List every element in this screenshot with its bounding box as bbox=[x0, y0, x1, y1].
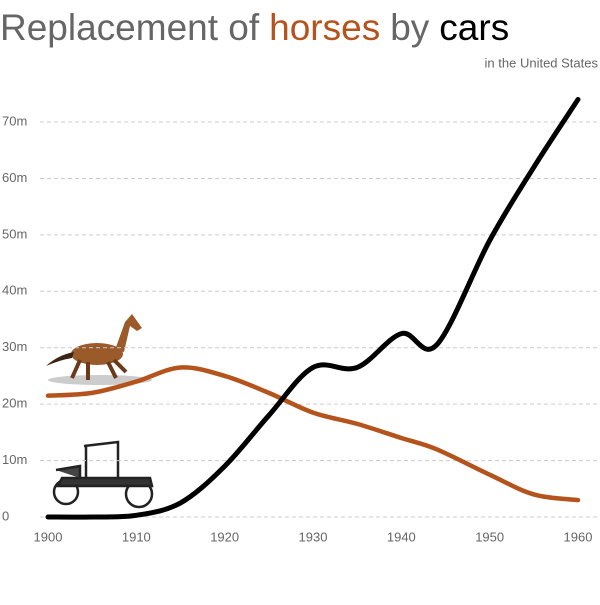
chart-subtitle: in the United States bbox=[485, 55, 599, 70]
series-line bbox=[45, 96, 581, 520]
x-tick-label: 1910 bbox=[122, 529, 151, 544]
y-tick-label: 70m bbox=[2, 113, 27, 128]
title-part: cars bbox=[439, 7, 509, 48]
y-tick-label: 0 bbox=[2, 508, 9, 523]
chart-title: Replacement of horses by cars bbox=[0, 7, 509, 48]
y-tick-label: 40m bbox=[2, 283, 27, 298]
car-icon bbox=[52, 440, 154, 509]
y-tick-label: 50m bbox=[2, 226, 27, 241]
x-tick-label: 1930 bbox=[299, 529, 328, 544]
y-tick-label: 20m bbox=[2, 396, 27, 411]
x-tick-label: 1950 bbox=[475, 529, 504, 544]
x-tick-label: 1920 bbox=[210, 529, 239, 544]
x-tick-label: 1940 bbox=[387, 529, 416, 544]
x-tick-label: 1900 bbox=[34, 529, 63, 544]
x-tick-label: 1960 bbox=[564, 529, 593, 544]
title-part: horses bbox=[269, 7, 380, 48]
series-line bbox=[45, 365, 581, 503]
y-tick-label: 10m bbox=[2, 452, 27, 467]
horse-icon bbox=[46, 314, 152, 385]
y-tick-label: 30m bbox=[2, 339, 27, 354]
title-part: Replacement of bbox=[0, 7, 260, 48]
title-part: by bbox=[390, 7, 430, 48]
y-tick-label: 60m bbox=[2, 170, 27, 185]
